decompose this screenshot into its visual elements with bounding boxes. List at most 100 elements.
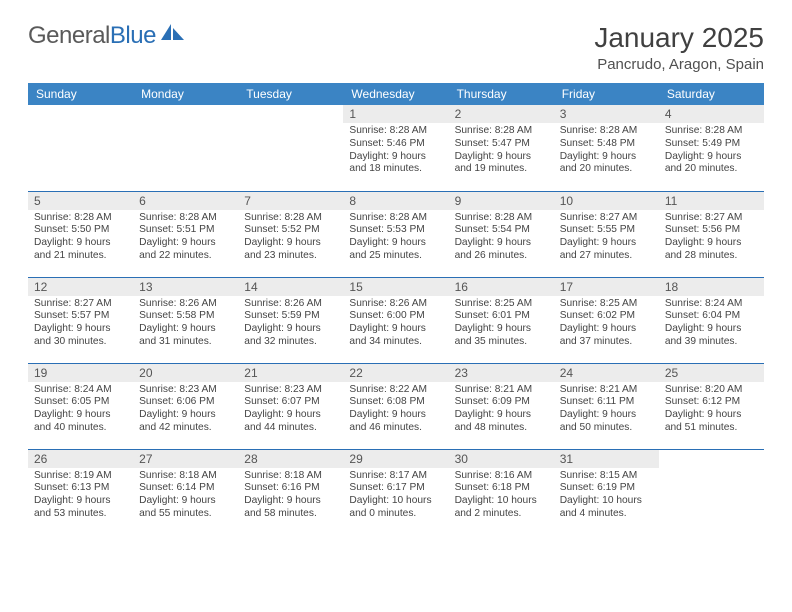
day-data: Sunrise: 8:25 AMSunset: 6:01 PMDaylight:… [449,296,554,353]
calendar-cell: 7Sunrise: 8:28 AMSunset: 5:52 PMDaylight… [238,191,343,277]
day-number: 14 [238,278,343,296]
day-number: 15 [343,278,448,296]
calendar-cell: 12Sunrise: 8:27 AMSunset: 5:57 PMDayligh… [28,277,133,363]
day-number: 8 [343,192,448,210]
calendar-week-row: 26Sunrise: 8:19 AMSunset: 6:13 PMDayligh… [28,449,764,535]
logo: GeneralBlue [28,22,186,50]
day-number: 21 [238,364,343,382]
weekday-header: Saturday [659,83,764,105]
calendar-cell: 19Sunrise: 8:24 AMSunset: 6:05 PMDayligh… [28,363,133,449]
day-data: Sunrise: 8:28 AMSunset: 5:49 PMDaylight:… [659,123,764,180]
day-data: Sunrise: 8:17 AMSunset: 6:17 PMDaylight:… [343,468,448,525]
calendar-cell: 5Sunrise: 8:28 AMSunset: 5:50 PMDaylight… [28,191,133,277]
day-data: Sunrise: 8:26 AMSunset: 5:58 PMDaylight:… [133,296,238,353]
day-data: Sunrise: 8:27 AMSunset: 5:55 PMDaylight:… [554,210,659,267]
calendar-week-row: 12Sunrise: 8:27 AMSunset: 5:57 PMDayligh… [28,277,764,363]
day-data: Sunrise: 8:28 AMSunset: 5:46 PMDaylight:… [343,123,448,180]
day-data: Sunrise: 8:24 AMSunset: 6:04 PMDaylight:… [659,296,764,353]
day-data: Sunrise: 8:27 AMSunset: 5:57 PMDaylight:… [28,296,133,353]
page-subtitle: Pancrudo, Aragon, Spain [594,56,764,73]
calendar-cell: 27Sunrise: 8:18 AMSunset: 6:14 PMDayligh… [133,449,238,535]
calendar-cell: 17Sunrise: 8:25 AMSunset: 6:02 PMDayligh… [554,277,659,363]
calendar-cell: 25Sunrise: 8:20 AMSunset: 6:12 PMDayligh… [659,363,764,449]
calendar-cell [133,105,238,191]
weekday-header: Thursday [449,83,554,105]
calendar-cell: 3Sunrise: 8:28 AMSunset: 5:48 PMDaylight… [554,105,659,191]
logo-sail-icon [160,21,186,49]
calendar-cell: 29Sunrise: 8:17 AMSunset: 6:17 PMDayligh… [343,449,448,535]
day-number: 31 [554,450,659,468]
day-data: Sunrise: 8:28 AMSunset: 5:52 PMDaylight:… [238,210,343,267]
calendar-cell: 16Sunrise: 8:25 AMSunset: 6:01 PMDayligh… [449,277,554,363]
day-number: 26 [28,450,133,468]
day-data: Sunrise: 8:28 AMSunset: 5:47 PMDaylight:… [449,123,554,180]
calendar-cell [238,105,343,191]
logo-word1: General [28,22,110,50]
day-data: Sunrise: 8:19 AMSunset: 6:13 PMDaylight:… [28,468,133,525]
day-number: 3 [554,105,659,123]
day-number: 11 [659,192,764,210]
calendar-cell: 11Sunrise: 8:27 AMSunset: 5:56 PMDayligh… [659,191,764,277]
header: GeneralBlue January 2025 Pancrudo, Arago… [28,22,764,73]
weekday-header-row: SundayMondayTuesdayWednesdayThursdayFrid… [28,83,764,105]
calendar-cell: 15Sunrise: 8:26 AMSunset: 6:00 PMDayligh… [343,277,448,363]
day-data: Sunrise: 8:28 AMSunset: 5:48 PMDaylight:… [554,123,659,180]
calendar-cell [28,105,133,191]
calendar-cell: 18Sunrise: 8:24 AMSunset: 6:04 PMDayligh… [659,277,764,363]
day-number: 12 [28,278,133,296]
day-data: Sunrise: 8:21 AMSunset: 6:09 PMDaylight:… [449,382,554,439]
weekday-header: Friday [554,83,659,105]
day-data: Sunrise: 8:21 AMSunset: 6:11 PMDaylight:… [554,382,659,439]
day-number: 20 [133,364,238,382]
calendar-cell: 9Sunrise: 8:28 AMSunset: 5:54 PMDaylight… [449,191,554,277]
calendar-cell: 20Sunrise: 8:23 AMSunset: 6:06 PMDayligh… [133,363,238,449]
weekday-header: Monday [133,83,238,105]
calendar-cell [659,449,764,535]
day-number: 9 [449,192,554,210]
logo-word2: Blue [110,22,156,50]
calendar-cell: 24Sunrise: 8:21 AMSunset: 6:11 PMDayligh… [554,363,659,449]
calendar-cell: 4Sunrise: 8:28 AMSunset: 5:49 PMDaylight… [659,105,764,191]
calendar-cell: 13Sunrise: 8:26 AMSunset: 5:58 PMDayligh… [133,277,238,363]
calendar-week-row: 5Sunrise: 8:28 AMSunset: 5:50 PMDaylight… [28,191,764,277]
calendar-cell: 8Sunrise: 8:28 AMSunset: 5:53 PMDaylight… [343,191,448,277]
day-data: Sunrise: 8:18 AMSunset: 6:16 PMDaylight:… [238,468,343,525]
day-number: 13 [133,278,238,296]
day-number: 5 [28,192,133,210]
day-number: 30 [449,450,554,468]
day-number: 22 [343,364,448,382]
calendar-cell: 14Sunrise: 8:26 AMSunset: 5:59 PMDayligh… [238,277,343,363]
day-number: 25 [659,364,764,382]
calendar-cell: 6Sunrise: 8:28 AMSunset: 5:51 PMDaylight… [133,191,238,277]
calendar-cell: 1Sunrise: 8:28 AMSunset: 5:46 PMDaylight… [343,105,448,191]
day-data: Sunrise: 8:28 AMSunset: 5:51 PMDaylight:… [133,210,238,267]
day-number: 17 [554,278,659,296]
day-number: 2 [449,105,554,123]
day-data: Sunrise: 8:27 AMSunset: 5:56 PMDaylight:… [659,210,764,267]
day-data: Sunrise: 8:28 AMSunset: 5:53 PMDaylight:… [343,210,448,267]
day-data: Sunrise: 8:23 AMSunset: 6:06 PMDaylight:… [133,382,238,439]
day-data: Sunrise: 8:25 AMSunset: 6:02 PMDaylight:… [554,296,659,353]
day-data: Sunrise: 8:26 AMSunset: 5:59 PMDaylight:… [238,296,343,353]
day-number: 28 [238,450,343,468]
weekday-header: Wednesday [343,83,448,105]
day-data: Sunrise: 8:20 AMSunset: 6:12 PMDaylight:… [659,382,764,439]
page-title: January 2025 [594,22,764,54]
calendar-cell: 30Sunrise: 8:16 AMSunset: 6:18 PMDayligh… [449,449,554,535]
weekday-header: Tuesday [238,83,343,105]
calendar-week-row: 1Sunrise: 8:28 AMSunset: 5:46 PMDaylight… [28,105,764,191]
day-number: 10 [554,192,659,210]
day-number: 4 [659,105,764,123]
day-number: 29 [343,450,448,468]
day-data: Sunrise: 8:28 AMSunset: 5:50 PMDaylight:… [28,210,133,267]
title-block: January 2025 Pancrudo, Aragon, Spain [594,22,764,73]
calendar-cell: 26Sunrise: 8:19 AMSunset: 6:13 PMDayligh… [28,449,133,535]
calendar-cell: 21Sunrise: 8:23 AMSunset: 6:07 PMDayligh… [238,363,343,449]
calendar-week-row: 19Sunrise: 8:24 AMSunset: 6:05 PMDayligh… [28,363,764,449]
day-data: Sunrise: 8:26 AMSunset: 6:00 PMDaylight:… [343,296,448,353]
day-data: Sunrise: 8:22 AMSunset: 6:08 PMDaylight:… [343,382,448,439]
day-data: Sunrise: 8:24 AMSunset: 6:05 PMDaylight:… [28,382,133,439]
calendar-cell: 2Sunrise: 8:28 AMSunset: 5:47 PMDaylight… [449,105,554,191]
day-number: 24 [554,364,659,382]
day-number: 19 [28,364,133,382]
